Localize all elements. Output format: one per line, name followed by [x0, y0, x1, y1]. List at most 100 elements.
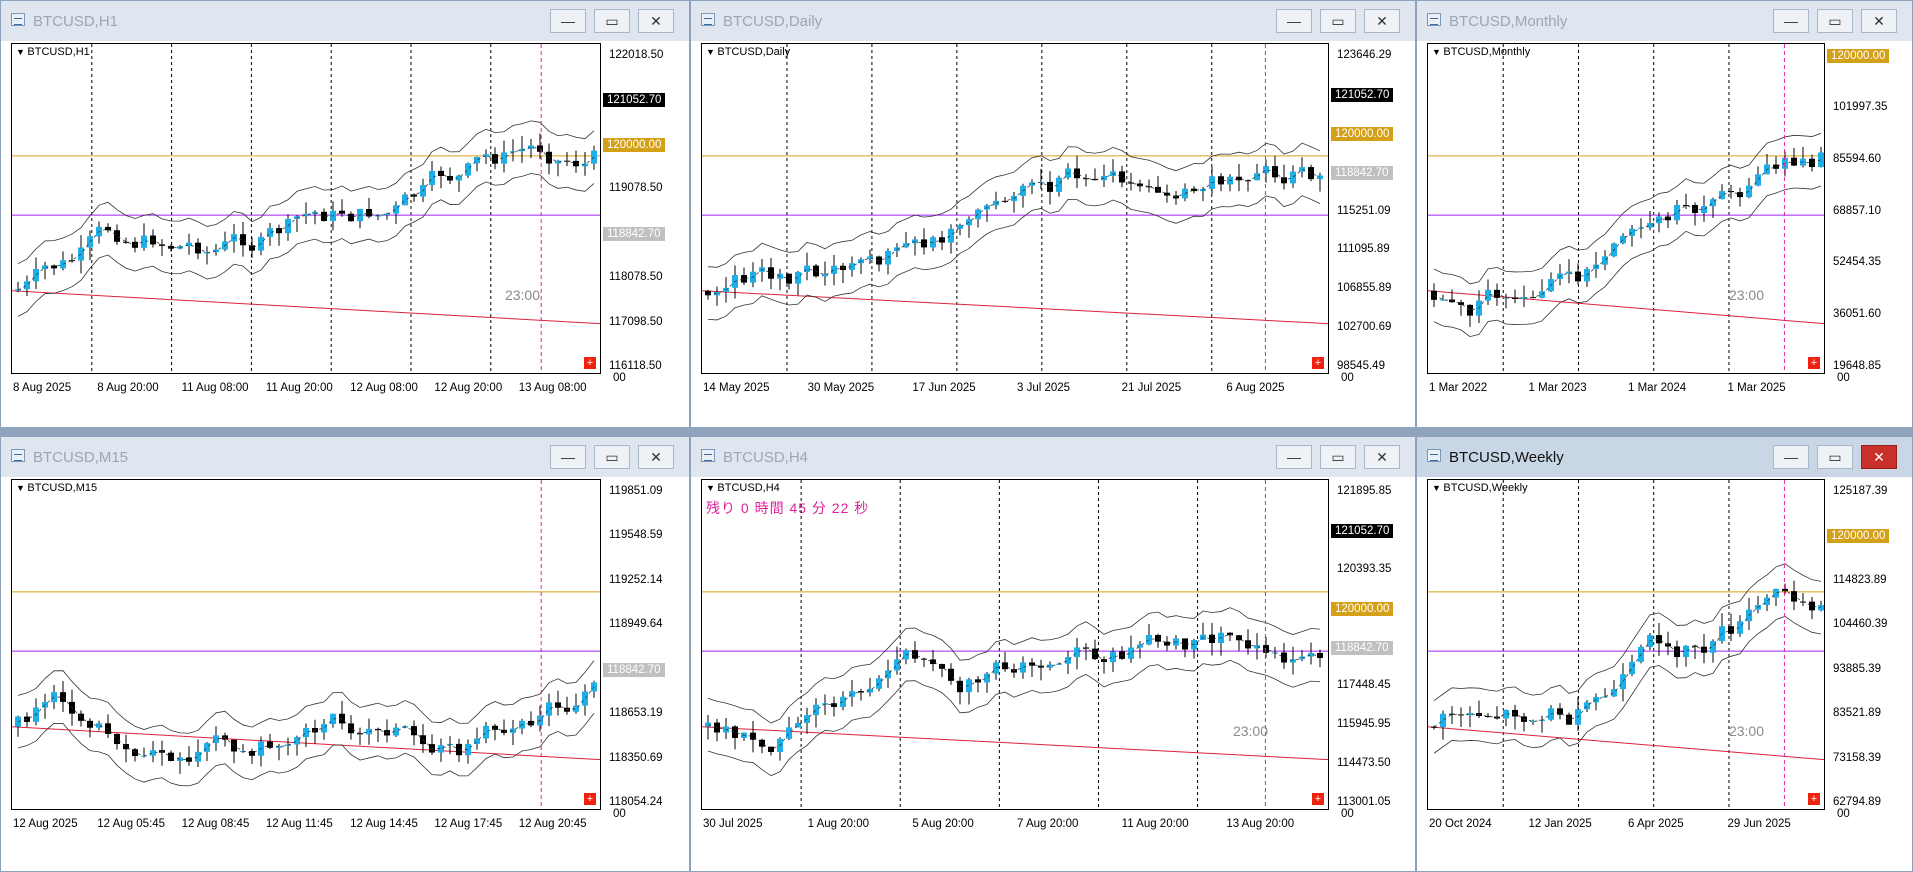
- chart-plot-area[interactable]: BTCUSD,Monthly 23:00 +: [1427, 43, 1825, 374]
- chart-plot-area[interactable]: BTCUSD,M15 +: [11, 479, 601, 810]
- time-tick: 12 Aug 20:00: [434, 382, 503, 394]
- price-scale[interactable]: 122018.50 121052.70 120000.00 119078.50 1188…: [601, 43, 681, 374]
- minimize-button[interactable]: —: [1276, 445, 1312, 469]
- candle-body: [393, 727, 399, 736]
- close-button[interactable]: ✕: [1861, 445, 1897, 469]
- candle-body: [96, 723, 102, 728]
- add-indicator-button[interactable]: +: [1312, 793, 1324, 805]
- titlebar[interactable]: BTCUSD,H1 — ▭ ✕: [1, 1, 689, 41]
- price-scale[interactable]: 120000.00 101997.35 85594.60 68857.10 52454.…: [1825, 43, 1905, 374]
- candle-body: [141, 235, 147, 248]
- add-indicator-button[interactable]: +: [1808, 357, 1820, 369]
- price-scale[interactable]: 123646.29 121052.70 120000.00 118842.70 1152…: [1329, 43, 1409, 374]
- window-title: BTCUSD,Daily: [723, 13, 823, 30]
- candle-body: [1773, 164, 1779, 169]
- candle-body: [1146, 634, 1152, 645]
- minimize-button[interactable]: —: [1276, 9, 1312, 33]
- candle-body: [267, 741, 273, 748]
- price-scale[interactable]: 125187.39 120000.00 114823.89 104460.39 9388…: [1825, 479, 1905, 810]
- candle-body: [1182, 638, 1188, 650]
- candle-body: [867, 688, 873, 693]
- window-title: BTCUSD,M15: [33, 449, 129, 466]
- add-indicator-button[interactable]: +: [584, 793, 596, 805]
- price-scale[interactable]: 121895.85 121052.70 120393.35 120000.00 1188…: [1329, 479, 1409, 810]
- candle-body: [1521, 297, 1527, 299]
- titlebar[interactable]: BTCUSD,H4 — ▭ ✕: [691, 437, 1415, 477]
- candle-body: [831, 703, 837, 707]
- candle-body: [1458, 302, 1464, 305]
- add-indicator-button[interactable]: +: [1808, 793, 1820, 805]
- add-indicator-button[interactable]: +: [584, 357, 596, 369]
- time-scale[interactable]: 30 Jul 2025 1 Aug 20:00 5 Aug 20:00 7 Aug 2…: [701, 808, 1409, 844]
- price-scale[interactable]: 119851.09 119548.59 119252.14 118949.64 1188…: [601, 479, 681, 810]
- time-tick: 17 Jun 2025: [912, 382, 976, 394]
- candle-body: [1209, 634, 1215, 644]
- candle-body: [1440, 299, 1446, 301]
- candle-body: [375, 728, 381, 731]
- maximize-button[interactable]: ▭: [1320, 445, 1356, 469]
- candle-body: [591, 682, 597, 692]
- scale-corner: 00: [613, 372, 626, 384]
- candle-body: [1620, 674, 1626, 690]
- candle-body: [822, 273, 828, 277]
- price-tick: 52454.35: [1833, 256, 1881, 269]
- candle-body: [1611, 689, 1617, 697]
- candle-body: [1485, 289, 1491, 301]
- close-button[interactable]: ✕: [638, 445, 674, 469]
- chart-plot-area[interactable]: BTCUSD,H1 23:00 +: [11, 43, 601, 374]
- close-button[interactable]: ✕: [1364, 9, 1400, 33]
- maximize-button[interactable]: ▭: [594, 9, 630, 33]
- candle-body: [1002, 200, 1008, 202]
- price-tick: 114473.50: [1337, 757, 1391, 770]
- price-tick: 119252.14: [609, 573, 663, 586]
- chart-plot-area[interactable]: BTCUSD,H4 残り 0 時間 45 分 22 秒 23:00 +: [701, 479, 1329, 810]
- titlebar[interactable]: BTCUSD,Weekly — ▭ ✕: [1417, 437, 1912, 477]
- time-scale[interactable]: 8 Aug 2025 8 Aug 20:00 11 Aug 08:00 11 Aug …: [11, 372, 681, 408]
- time-tick: 29 Jun 2025: [1727, 818, 1791, 830]
- price-tick: 118054.24: [609, 796, 663, 808]
- chart-window-icon: [701, 13, 715, 26]
- chart-plot-area[interactable]: BTCUSD,Daily +: [701, 43, 1329, 374]
- candle-body: [1746, 185, 1752, 198]
- candle-body: [411, 726, 417, 736]
- maximize-button[interactable]: ▭: [1320, 9, 1356, 33]
- maximize-button[interactable]: ▭: [1817, 445, 1853, 469]
- maximize-button[interactable]: ▭: [594, 445, 630, 469]
- candle-body: [60, 692, 66, 702]
- close-button[interactable]: ✕: [1364, 445, 1400, 469]
- titlebar[interactable]: BTCUSD,Daily — ▭ ✕: [691, 1, 1415, 41]
- scale-corner: 00: [1837, 808, 1850, 820]
- close-button[interactable]: ✕: [1861, 9, 1897, 33]
- candle-body: [1764, 597, 1770, 606]
- candle-body: [1254, 173, 1260, 181]
- chart-window-daily[interactable]: BTCUSD,Daily — ▭ ✕ BTCUSD,Daily + 123646.…: [690, 0, 1416, 428]
- time-scale[interactable]: 14 May 2025 30 May 2025 17 Jun 2025 3 Jul 2…: [701, 372, 1409, 408]
- maximize-button[interactable]: ▭: [1817, 9, 1853, 33]
- add-indicator-button[interactable]: +: [1312, 357, 1324, 369]
- titlebar[interactable]: BTCUSD,Monthly — ▭ ✕: [1417, 1, 1912, 41]
- close-button[interactable]: ✕: [638, 9, 674, 33]
- minimize-button[interactable]: —: [1773, 445, 1809, 469]
- chart-window-monthly[interactable]: BTCUSD,Monthly — ▭ ✕ BTCUSD,Monthly 23:00…: [1416, 0, 1913, 428]
- chart-window-weekly[interactable]: BTCUSD,Weekly — ▭ ✕ BTCUSD,Weekly23:00+ …: [1416, 436, 1913, 872]
- scale-corner: 00: [613, 808, 626, 820]
- minimize-button[interactable]: —: [1773, 9, 1809, 33]
- chart-window-h1[interactable]: BTCUSD,H1 — ▭ ✕ BTCUSD,H1 23:00 + 122018.5…: [0, 0, 690, 428]
- time-scale[interactable]: 12 Aug 2025 12 Aug 05:45 12 Aug 08:45 12 Au…: [11, 808, 681, 844]
- chart-plot-area[interactable]: BTCUSD,Weekly 23:00 +: [1427, 479, 1825, 810]
- time-scale[interactable]: 20 Oct 2024 12 Jan 2025 6 Apr 2025 29 Jun 2…: [1427, 808, 1905, 844]
- time-tick: 5 Aug 20:00: [912, 818, 974, 830]
- chart-window-m15[interactable]: BTCUSD,M15 — ▭ ✕ BTCUSD,M15+ 119851.0911…: [0, 436, 690, 872]
- candle-body: [510, 728, 516, 733]
- candle-body: [1710, 641, 1716, 653]
- chart-window-h4[interactable]: BTCUSD,H4 — ▭ ✕ BTCUSD,H4 残り 0 時間 45 分 22…: [690, 436, 1416, 872]
- bollinger-band: [17, 120, 595, 265]
- titlebar[interactable]: BTCUSD,M15 — ▭ ✕: [1, 437, 689, 477]
- minimize-button[interactable]: —: [550, 9, 586, 33]
- candle-body: [330, 713, 336, 725]
- candle-body: [1029, 662, 1035, 666]
- time-scale[interactable]: 1 Mar 2022 1 Mar 2023 1 Mar 2024 1 Mar 2025…: [1427, 372, 1905, 408]
- minimize-button[interactable]: —: [550, 445, 586, 469]
- time-tick: 11 Aug 20:00: [265, 382, 333, 394]
- time-tick: 13 Aug 08:00: [518, 382, 587, 394]
